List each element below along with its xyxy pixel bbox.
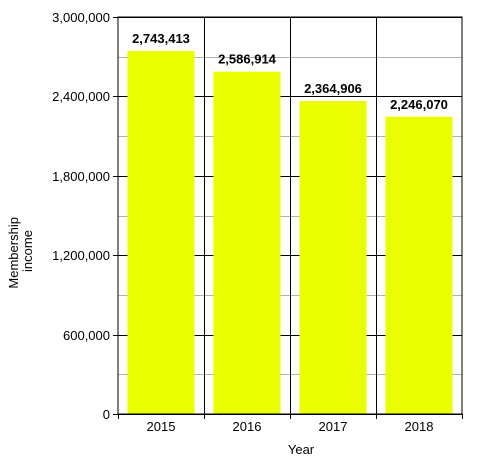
data-label-2015: 2,743,413 xyxy=(132,31,190,46)
x-tick-label-2015: 2015 xyxy=(147,419,176,434)
data-label-2017: 2,364,906 xyxy=(304,81,362,96)
data-labels: 2,743,413 2,586,914 2,364,906 2,246,070 xyxy=(132,31,448,112)
bars xyxy=(127,50,453,415)
y-tick-labels: 0 600,000 1,200,000 1,800,000 2,400,000 3,000… xyxy=(52,10,110,422)
y-tick-label: 3,000,000 xyxy=(52,10,110,25)
data-label-2018: 2,246,070 xyxy=(390,97,448,112)
y-axis-title: Membership income xyxy=(6,213,35,288)
y-tick-label: 0 xyxy=(103,407,110,422)
y-axis-title-line-2: income xyxy=(20,230,35,272)
plot-frame xyxy=(117,16,463,415)
x-tick-label-2018: 2018 xyxy=(405,419,434,434)
bar-2015 xyxy=(127,50,195,414)
y-tick-label: 600,000 xyxy=(63,328,110,343)
data-label-2016: 2,586,914 xyxy=(218,52,277,67)
x-axis-title: Year xyxy=(288,442,315,457)
y-tick-label: 1,800,000 xyxy=(52,169,110,184)
x-tick-label-2016: 2016 xyxy=(233,419,262,434)
y-tick-label: 1,200,000 xyxy=(52,248,110,263)
y-axis-title-line-1: Membership xyxy=(6,217,21,289)
bar-2017 xyxy=(299,101,367,415)
x-tick-labels: 2015 2016 2017 2018 xyxy=(147,419,434,434)
axes xyxy=(113,16,463,419)
bar-2016 xyxy=(213,71,281,415)
bar-2018 xyxy=(385,116,453,414)
x-tick-label-2017: 2017 xyxy=(319,419,348,434)
y-tick-label: 2,400,000 xyxy=(52,89,110,104)
